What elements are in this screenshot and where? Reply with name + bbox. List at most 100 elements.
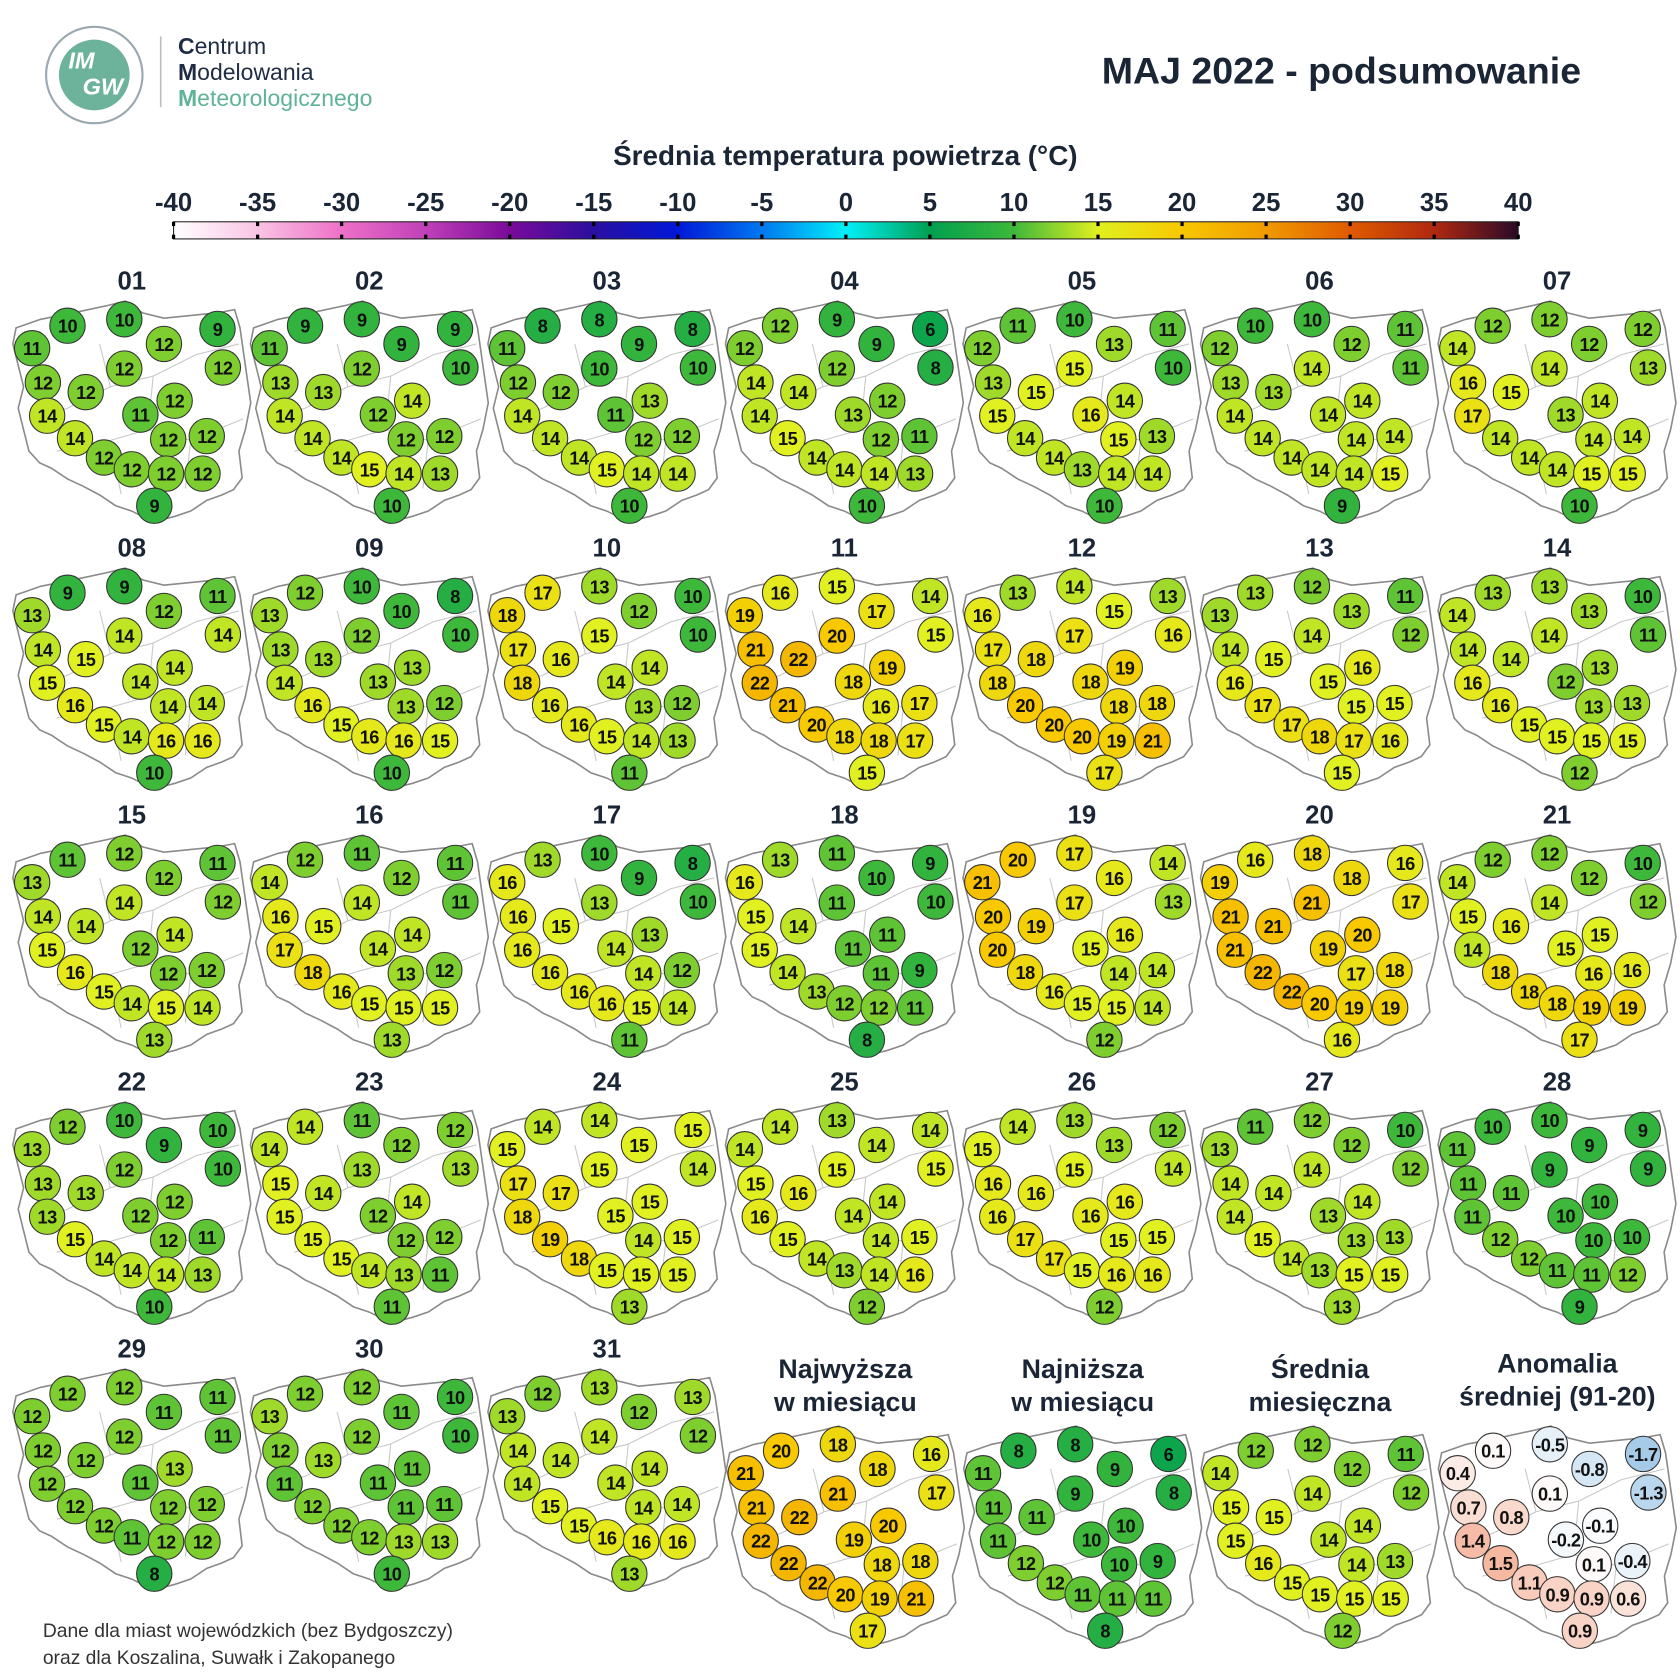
station-value: 15 [1582, 465, 1602, 485]
station-value: 13 [1584, 697, 1604, 717]
station-value: 14 [590, 1111, 611, 1131]
station-value: 13 [1065, 1111, 1085, 1131]
station-marker [631, 1183, 668, 1220]
station-marker [49, 1375, 86, 1412]
station-marker [1439, 1130, 1476, 1168]
station-value: 15 [430, 999, 450, 1019]
station-value: 16 [1115, 926, 1135, 946]
station-value: 12 [551, 383, 571, 403]
station-marker [780, 373, 817, 411]
station-value: 10 [451, 358, 471, 378]
station-marker [1244, 420, 1281, 457]
station-value: 16 [551, 650, 571, 670]
station-value: 14 [640, 659, 661, 679]
station-marker [979, 397, 1016, 434]
footnote: oraz dla Koszalina, Suwałk i Zakopanego [43, 1648, 395, 1669]
station-value: 12 [1520, 1249, 1540, 1269]
station-marker [1376, 951, 1413, 989]
station-value: 19 [1115, 659, 1135, 679]
station-value: 16 [1463, 674, 1483, 694]
station-marker [13, 1130, 51, 1168]
station-value: 18 [513, 674, 533, 694]
station-value: 13 [1590, 659, 1610, 679]
map-title: 19 [1068, 801, 1097, 829]
station-value: 12 [115, 360, 135, 380]
map-title: 07 [1543, 267, 1572, 295]
station-marker [199, 577, 236, 615]
station-marker [1573, 455, 1610, 492]
station-marker [385, 455, 422, 492]
station-value: 14 [569, 448, 590, 468]
station-value: 17 [867, 602, 887, 622]
station-marker [436, 577, 474, 615]
station-value: 12 [1246, 1442, 1266, 1462]
station-marker [1335, 722, 1372, 759]
station-marker [1006, 1220, 1044, 1258]
station-value: 14 [871, 1231, 892, 1251]
station-marker [663, 951, 701, 989]
station-marker [659, 989, 696, 1026]
station-value: 12 [672, 694, 692, 714]
colorbar-tick-label: 25 [1252, 189, 1281, 217]
station-value: 14 [403, 926, 424, 946]
station-marker [1236, 574, 1274, 611]
station-value: 10 [208, 1121, 228, 1141]
station-marker [780, 907, 817, 945]
station-value: 15 [1109, 430, 1129, 450]
map-title: 09 [355, 534, 384, 562]
station-value: 10 [926, 892, 946, 912]
station-marker [531, 1220, 569, 1258]
station-value: 15 [926, 1159, 946, 1179]
station-marker [343, 1418, 381, 1455]
station-marker [147, 1523, 185, 1560]
station-value: 11 [446, 854, 465, 874]
station-value: 11 [131, 1474, 150, 1494]
station-value: 22 [808, 1573, 828, 1593]
station-marker [1371, 722, 1409, 759]
station-value: 14 [1016, 429, 1037, 449]
station-value: 12 [827, 360, 847, 380]
station-value: -0.8 [1575, 1460, 1605, 1480]
station-value: 12 [1401, 1159, 1421, 1179]
station-value: 13 [165, 1460, 185, 1480]
station-value: 15 [778, 429, 798, 449]
station-marker [1216, 664, 1254, 701]
station-marker [251, 1130, 288, 1168]
station-value: 12 [1045, 1573, 1065, 1593]
station-value: 10 [58, 317, 78, 337]
station-value: 15 [94, 715, 114, 735]
station-value: 13 [983, 373, 1003, 393]
station-value: 14 [275, 407, 296, 427]
station-value: 10 [451, 1426, 471, 1446]
station-value: 11 [844, 940, 863, 960]
station-marker [620, 1126, 658, 1164]
station-marker [1309, 1197, 1347, 1234]
station-marker [1474, 307, 1511, 344]
station-marker [1439, 330, 1476, 367]
station-value: 12 [869, 999, 889, 1019]
station-marker [1072, 663, 1109, 700]
station-value: 19 [878, 659, 898, 679]
station-value: 8 [1070, 1435, 1080, 1455]
station-marker [294, 687, 331, 724]
station-marker [122, 1464, 159, 1501]
station-value: 12 [360, 1528, 380, 1548]
station-value: 12 [271, 1441, 291, 1461]
station-marker [1531, 835, 1568, 872]
station-value: 21 [747, 1498, 767, 1518]
station-marker [834, 1197, 872, 1234]
station-value: 12 [193, 1533, 213, 1553]
station-value: 15 [597, 1261, 617, 1281]
station-marker [581, 301, 618, 338]
station-value: 14 [260, 873, 281, 893]
station-marker [343, 835, 381, 872]
station-value: 12 [1333, 1622, 1353, 1642]
station-marker [1335, 1256, 1372, 1293]
station-value: 13 [1210, 606, 1230, 626]
station-value: 15 [1345, 1590, 1365, 1610]
station-marker [122, 930, 159, 967]
station-marker [373, 754, 411, 791]
station-value: 15 [1072, 994, 1092, 1014]
station-value: 16 [508, 907, 528, 927]
